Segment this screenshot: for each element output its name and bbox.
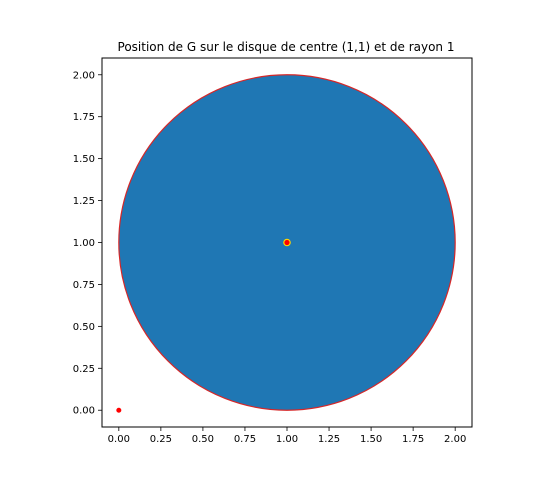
y-tick-label: 1.00 (73, 238, 95, 249)
x-tick-label: 2.00 (444, 434, 466, 445)
chart-title: Position de G sur le disque de centre (1… (118, 40, 455, 54)
x-axis: 0.00 0.25 0.50 0.75 1.00 1.25 1.50 1.75 2.00 (108, 427, 466, 445)
y-axis: 0.00 0.25 0.50 0.75 1.00 1.25 1.50 1.75 2.00 (73, 70, 102, 417)
x-tick-label: 0.00 (108, 434, 130, 445)
x-tick-label: 0.25 (150, 434, 172, 445)
y-tick-label: 2.00 (73, 70, 95, 81)
point-g-center (283, 238, 291, 247)
y-tick-label: 0.00 (73, 406, 95, 417)
plot-area (116, 74, 456, 413)
y-tick-label: 0.50 (73, 322, 95, 333)
y-tick-label: 1.75 (73, 112, 95, 123)
point-origin (116, 407, 122, 413)
x-tick-label: 1.75 (402, 434, 424, 445)
y-tick-label: 1.25 (73, 196, 95, 207)
y-tick-label: 0.75 (73, 280, 95, 291)
y-tick-label: 0.25 (73, 364, 95, 375)
y-tick-label: 1.50 (73, 154, 95, 165)
x-tick-label: 0.50 (192, 434, 214, 445)
x-tick-label: 1.25 (318, 434, 340, 445)
x-tick-label: 1.00 (276, 434, 298, 445)
x-tick-label: 1.50 (360, 434, 382, 445)
x-tick-label: 0.75 (234, 434, 256, 445)
